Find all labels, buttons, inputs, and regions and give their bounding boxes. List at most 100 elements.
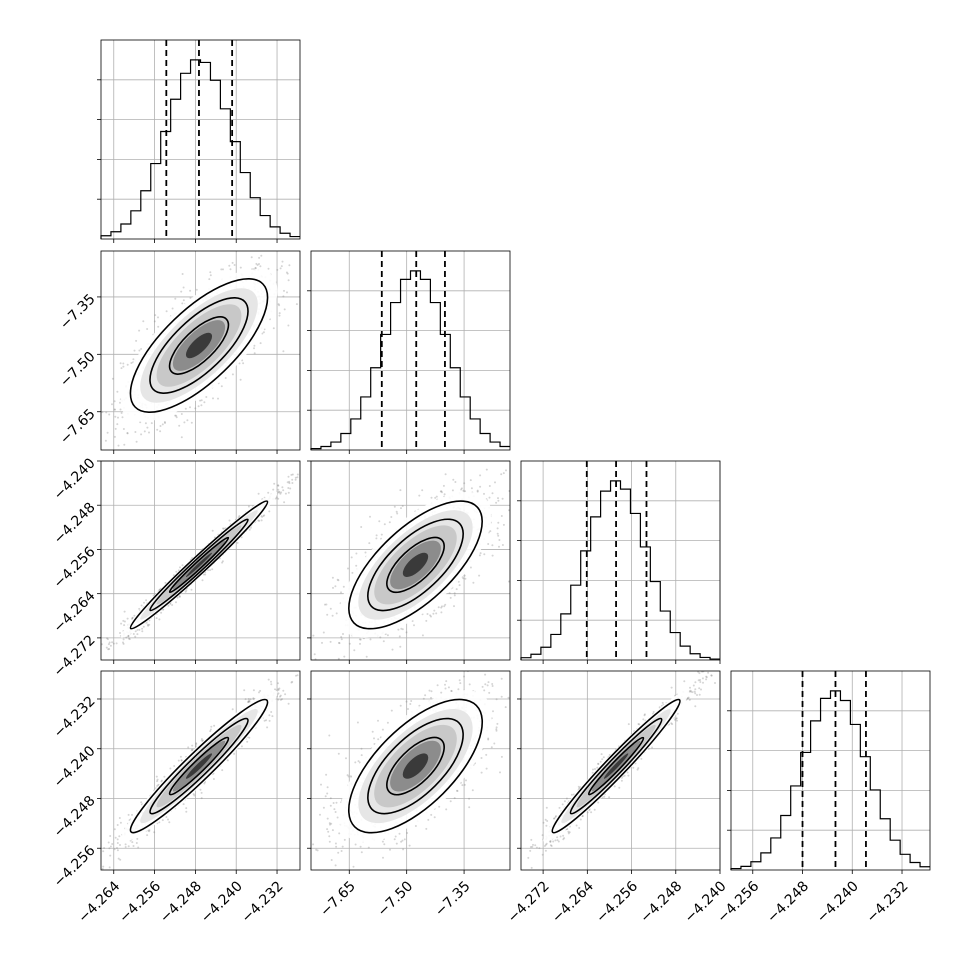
sample-point (283, 308, 286, 311)
sample-point (338, 642, 341, 645)
panel-2-2 (517, 460, 721, 664)
sample-point (205, 396, 208, 398)
sample-point (126, 432, 129, 434)
sample-point (123, 624, 126, 627)
sample-point (335, 612, 338, 615)
sample-point (365, 655, 368, 658)
sample-point (452, 478, 455, 481)
sample-point (469, 566, 472, 569)
sample-point (181, 564, 184, 567)
sample-point (179, 566, 181, 569)
sample-point (483, 492, 485, 495)
sample-point (102, 850, 105, 853)
sample-point (113, 848, 116, 851)
sample-point (435, 495, 438, 498)
sample-point (138, 329, 141, 332)
sample-point (287, 475, 290, 478)
sample-point (277, 488, 280, 491)
sample-point (141, 630, 144, 633)
sample-point (118, 817, 121, 819)
sample-point (489, 530, 492, 533)
sample-point (462, 489, 465, 492)
sample-point (329, 640, 332, 643)
sample-point (217, 397, 219, 400)
density (101, 473, 299, 651)
sample-point (268, 719, 271, 722)
sample-point (247, 700, 250, 703)
sample-point (142, 625, 145, 628)
sample-point (119, 632, 121, 634)
sample-point (508, 509, 510, 512)
sample-point (175, 414, 178, 417)
sample-point (390, 516, 393, 518)
sample-point (498, 545, 500, 548)
sample-point (262, 331, 265, 334)
sample-point (161, 819, 164, 822)
sample-point (168, 821, 171, 824)
sample-point (375, 537, 378, 540)
sample-point (350, 556, 353, 559)
sample-point (128, 638, 131, 641)
sample-point (448, 592, 451, 595)
sample-point (386, 634, 389, 637)
sample-point (139, 421, 142, 424)
sample-point (199, 788, 202, 791)
sample-point (498, 539, 501, 541)
sample-point (140, 604, 143, 607)
sample-point (265, 719, 268, 722)
sample-point (277, 303, 280, 306)
sample-point (159, 425, 162, 427)
y-tick-label: −4.256 (51, 544, 99, 592)
sample-point (220, 385, 223, 388)
sample-point (288, 482, 291, 485)
sample-point (148, 830, 151, 833)
sample-point (185, 589, 188, 592)
sample-point (276, 268, 279, 271)
sample-point (260, 254, 263, 257)
sample-point (400, 627, 403, 630)
sample-point (123, 443, 126, 446)
sample-point (158, 618, 161, 621)
sample-point (476, 489, 479, 492)
sample-point (508, 580, 510, 583)
sample-point (243, 689, 246, 692)
sample-point (277, 692, 280, 695)
sample-point (107, 841, 110, 844)
sample-point (434, 496, 437, 499)
sample-point (454, 481, 457, 483)
sample-point (108, 641, 111, 644)
sample-point (360, 526, 363, 528)
sample-point (382, 640, 385, 643)
sample-point (141, 627, 144, 630)
sample-point (122, 638, 125, 641)
sample-point (106, 638, 109, 641)
y-tick-label: −7.65 (57, 406, 99, 448)
sample-point (119, 821, 122, 824)
sample-point (497, 497, 499, 500)
sample-point (369, 515, 371, 518)
sample-point (478, 554, 481, 557)
sample-point (142, 320, 145, 323)
sample-point (258, 691, 260, 694)
sample-point (267, 267, 270, 270)
histogram (520, 480, 720, 660)
sample-point (120, 367, 123, 370)
sample-point (291, 478, 294, 481)
sample-point (211, 568, 214, 571)
sample-point (148, 623, 151, 626)
density-level (185, 332, 213, 359)
sample-point (401, 628, 404, 631)
contour-line (386, 536, 445, 594)
sample-point (248, 700, 251, 703)
sample-point (157, 316, 159, 319)
sample-point (154, 314, 157, 317)
sample-point (165, 816, 168, 818)
sample-point (258, 256, 261, 259)
sample-point (284, 693, 287, 696)
sample-point (249, 698, 252, 701)
sample-point (287, 324, 290, 327)
sample-point (397, 628, 400, 631)
sample-point (155, 775, 158, 778)
sample-point (391, 648, 394, 651)
sample-point (502, 472, 505, 475)
